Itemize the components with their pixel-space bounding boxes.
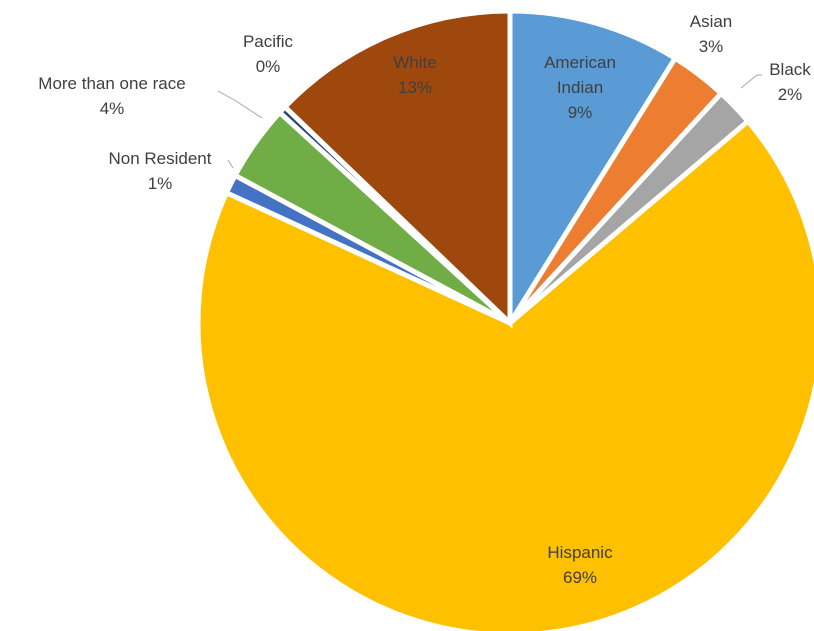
pie-slice-american-indian (507, 8, 679, 332)
data-label-white: White 13% (393, 53, 436, 97)
data-labels: American Indian 9% Asian 3% Black 2% Hispanic 69… (38, 12, 811, 587)
data-label-american-indian: American Indian 9% (544, 53, 616, 122)
pie-slice-hispanic (195, 117, 814, 631)
data-label-non-resident: Non Resident 1% (108, 149, 211, 193)
pie-slice-white (281, 8, 513, 329)
data-label-black: Black 2% (769, 60, 811, 104)
data-label-hispanic: Hispanic 69% (547, 543, 613, 587)
data-label-asian: Asian 3% (690, 12, 733, 56)
leader-line (227, 159, 234, 169)
leader-lines (217, 74, 762, 169)
data-label-more-than-one-race: More than one race 4% (38, 74, 185, 118)
leader-line (740, 74, 758, 89)
data-label-pacific: Pacific 0% (243, 32, 294, 76)
leader-line (217, 90, 237, 102)
leader-line (235, 100, 263, 119)
pie-slices (195, 8, 814, 631)
